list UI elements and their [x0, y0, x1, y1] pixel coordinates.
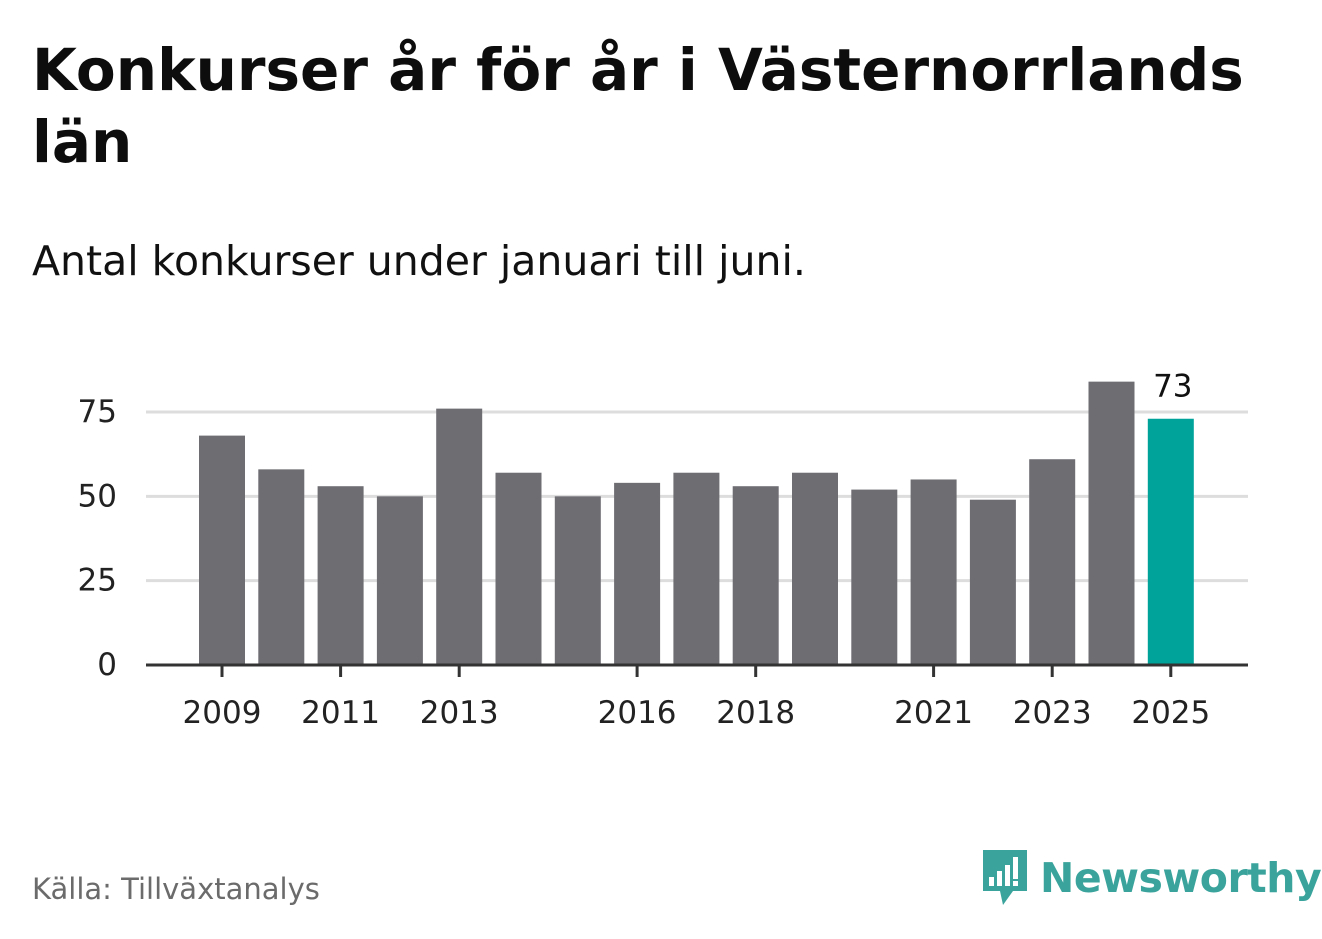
x-tick-label: 2009: [183, 695, 262, 731]
bar-2022: [969, 499, 1016, 665]
bar-2015: [554, 496, 601, 665]
chart-title: Konkurser år för år i Västernorrlands lä…: [32, 36, 1244, 176]
bar-2024: [1088, 381, 1135, 665]
bar-2009: [199, 435, 245, 665]
labels: 0 25 50 75 73 2009 2011 2013 2016 2018 2021 2023 202…: [78, 369, 1211, 731]
x-tick-label: 2023: [1013, 695, 1092, 731]
y-tick-label: 75: [78, 394, 117, 430]
bar-2010: [258, 469, 305, 665]
bar-2014: [495, 472, 542, 665]
bar-2018: [732, 486, 779, 665]
axes: [146, 663, 1248, 677]
x-tick-label: 2025: [1131, 695, 1210, 731]
brand-logo: Newsworthy: [980, 846, 1322, 910]
x-tick-label: 2018: [716, 695, 795, 731]
bar-2012: [376, 496, 423, 665]
bar-2013: [436, 408, 483, 665]
bar-2011: [317, 486, 364, 665]
bars: [199, 381, 1194, 665]
bar-2016: [614, 482, 661, 665]
bar-2019: [792, 472, 838, 665]
chart-subtitle: Antal konkurser under januari till juni.: [32, 237, 806, 285]
data-label-2025: 73: [1153, 369, 1192, 405]
bar-2025: [1147, 418, 1194, 665]
bar-2021: [910, 479, 957, 665]
bar-2023: [1029, 459, 1076, 665]
brand-name: Newsworthy: [1040, 854, 1322, 902]
x-tick-label: 2011: [301, 695, 380, 731]
source-note: Källa: Tillväxtanalys: [32, 872, 320, 906]
newsworthy-logo-icon: [983, 850, 1027, 905]
y-tick-label: 0: [97, 647, 117, 683]
y-tick-label: 25: [78, 563, 117, 599]
x-tick-label: 2013: [420, 695, 499, 731]
bar-2017: [673, 472, 720, 665]
x-tick-label: 2016: [598, 695, 677, 731]
y-tick-label: 50: [78, 478, 117, 514]
x-tick-label: 2021: [894, 695, 973, 731]
bar-2020: [851, 489, 898, 665]
bar-chart: 0 25 50 75 73 2009 2011 2013 2016 2018 2021 2023 202…: [78, 369, 1248, 731]
